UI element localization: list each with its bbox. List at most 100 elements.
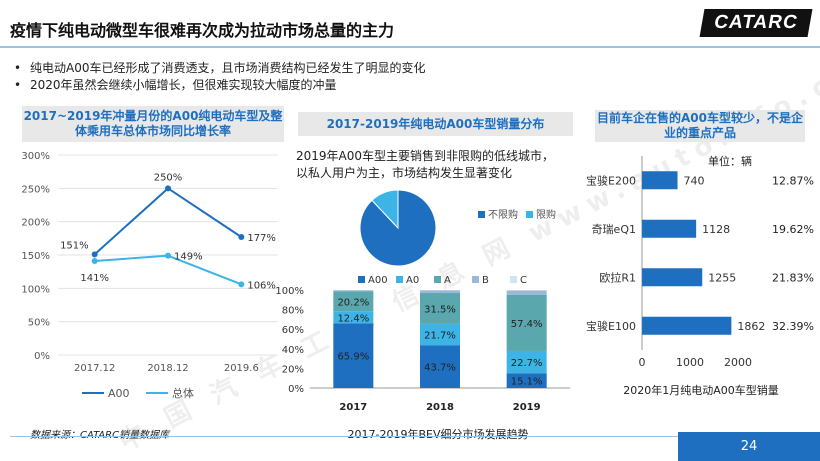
legend-label: A00	[368, 275, 388, 286]
bar-segment-A	[420, 293, 460, 324]
category-label: 欧拉R1	[599, 270, 636, 284]
share-label: 12.87%	[772, 174, 814, 187]
share-label: 19.62%	[772, 223, 814, 236]
bullet-item: 纯电动A00车已经形成了消费透支，且市场消费结构已经发生了明显的变化	[14, 60, 425, 77]
y-tick-label: 80%	[282, 306, 304, 317]
y-tick-label: 200%	[21, 218, 50, 229]
data-label: 1862	[737, 320, 765, 333]
line-chart: 300% 250% 200% 150% 100% 50% 0% 2017.12 2018.12 2…	[21, 151, 278, 400]
data-point	[91, 258, 98, 264]
data-point	[165, 185, 171, 192]
legend-label: A0	[406, 275, 419, 286]
bullet-item: 2020年虽然会继续小幅增长，但很难实现较大幅度的冲量	[14, 77, 425, 94]
data-label: 65.9%	[337, 352, 369, 363]
data-label: 21.7%	[424, 331, 456, 342]
share-label: 21.83%	[772, 271, 814, 284]
x-tick-label: 2017.12	[74, 363, 115, 374]
bar-segment-C	[506, 290, 547, 291]
data-label: 250%	[154, 172, 183, 183]
data-label: 177%	[247, 233, 276, 244]
pie-annotation: 2019年A00车型主要销售到非限购的低线城市，以私人用户为主，市场结构发生显著…	[296, 149, 555, 180]
bar-segment-B	[420, 290, 460, 294]
catarc-logo: CATARC	[699, 9, 813, 37]
y-tick-label: 0%	[34, 351, 50, 362]
x-tick-label: 0	[639, 356, 646, 369]
data-label: 149%	[174, 252, 203, 263]
bar-segment-A0	[333, 311, 374, 324]
category-label: 奇瑞eQ1	[592, 222, 636, 236]
data-label: 12.4%	[337, 313, 369, 324]
hbar-xlabel: 2020年1月纯电动A00车型销量	[623, 384, 779, 397]
data-label: 1128	[702, 223, 730, 236]
data-label: 141%	[80, 273, 109, 284]
legend-label: A	[444, 275, 451, 286]
hbar-chart-title-text: 目前车企在售的A00车型较少，不是企业的重点产品	[597, 111, 803, 140]
pie-slice-限购	[371, 189, 399, 230]
bar-segment-B	[333, 290, 374, 292]
legend-label: B	[482, 275, 489, 286]
x-tick-label: 2019.6	[224, 363, 259, 374]
data-label: 15.1%	[511, 377, 543, 388]
pie-chart-title: 2017-2019年纯电动A00车型销量分布	[298, 112, 573, 136]
x-tick-label: 2017	[339, 402, 367, 413]
y-tick-label: 40%	[282, 345, 304, 356]
data-point	[238, 234, 245, 240]
data-label: 57.4%	[511, 319, 543, 330]
legend-label: 不限购	[488, 208, 518, 221]
legend-label: 总体	[172, 386, 194, 400]
y-tick-label: 300%	[21, 151, 50, 162]
y-tick-label: 50%	[28, 318, 50, 329]
stacked-bar-chart-title: 2017-2019年BEV细分市场发展趋势	[347, 428, 529, 441]
x-tick-label: 2018	[426, 402, 454, 413]
line-chart-title: 2017~2019年冲量月份的A00纯电动车型及整体乘用车总体市场同比增长率	[22, 106, 284, 142]
bar-segment-A00	[420, 345, 460, 388]
bar-segment-A00	[506, 373, 547, 388]
y-tick-label: 250%	[21, 184, 50, 195]
bar-segment-B	[506, 290, 547, 295]
category-label: 宝骏E200	[586, 173, 636, 187]
x-tick-label: 2018.12	[147, 363, 188, 374]
bar	[642, 219, 697, 238]
legend-swatch	[358, 276, 365, 283]
legend-swatch	[396, 276, 403, 283]
legend-label: C	[520, 275, 527, 286]
data-point	[91, 251, 98, 258]
data-point	[238, 281, 245, 288]
y-tick-label: 100%	[275, 286, 304, 297]
stacked-bar-chart: 100% 80% 60% 40% 20% 0% A00 A0 A B C 65.9% 12.4% 20.2…	[275, 275, 570, 413]
data-label: 740	[684, 174, 705, 187]
unit-label: 单位：辆	[708, 155, 752, 168]
bar	[642, 171, 678, 190]
y-tick-label: 150%	[21, 251, 50, 262]
legend-swatch	[526, 211, 533, 218]
hbar-chart: 0 1000 2000 宝骏E200 740 12.87% 奇瑞eQ1 1128 19.62% 欧…	[586, 156, 814, 369]
bar-segment-A0	[420, 323, 460, 346]
bar	[642, 268, 703, 287]
legend-swatch	[510, 276, 517, 283]
data-label: 31.5%	[424, 304, 456, 315]
legend-label: A00	[108, 387, 130, 400]
hbar-chart-title: 目前车企在售的A00车型较少，不是企业的重点产品	[595, 110, 805, 142]
y-tick-label: 100%	[21, 284, 50, 295]
x-tick-label: 1000	[676, 356, 704, 369]
legend-swatch	[478, 211, 485, 218]
bullet-list: 纯电动A00车已经形成了消费透支，且市场消费结构已经发生了明显的变化 2020年…	[14, 60, 425, 94]
pie-chart-title-text: 2017-2019年纯电动A00车型销量分布	[326, 116, 545, 131]
bar-segment-A	[333, 291, 374, 312]
x-tick-label: 2000	[724, 356, 752, 369]
legend-swatch	[472, 276, 479, 283]
page-number: 24	[678, 432, 820, 461]
series-line-总体	[94, 254, 242, 286]
data-label: 106%	[247, 280, 276, 291]
data-label: 22.7%	[511, 358, 543, 369]
bar-segment-A00	[333, 323, 374, 388]
line-chart-title-text: 2017~2019年冲量月份的A00纯电动车型及整体乘用车总体市场同比增长率	[23, 109, 283, 138]
data-label: 43.7%	[424, 363, 456, 374]
y-tick-label: 0%	[288, 384, 304, 395]
y-tick-label: 20%	[282, 364, 304, 375]
data-label: 151%	[60, 240, 89, 251]
page-title: 疫情下纯电动微型车很难再次成为拉动市场总量的主力	[10, 21, 395, 40]
bar-segment-A	[506, 294, 547, 351]
header-divider	[0, 46, 820, 48]
data-point	[165, 252, 171, 259]
